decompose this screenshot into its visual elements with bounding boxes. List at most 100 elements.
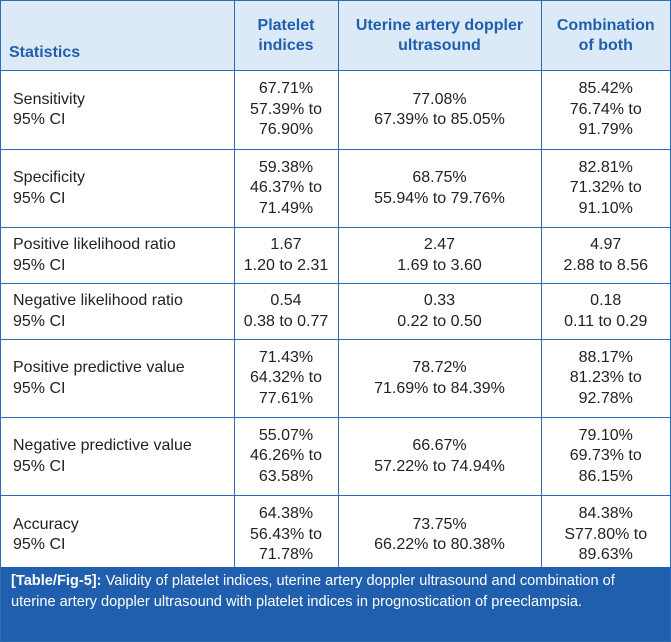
platelet-value-line: 71.43% [258, 348, 314, 366]
doppler-value-line: 77.08% [412, 90, 467, 108]
platelet-value-line: 64.38% [258, 505, 314, 523]
row-label-cell: Specificity 95% CI [1, 149, 235, 228]
platelet-value-cell: 64.38% 56.43% to 71.78% [234, 495, 339, 575]
combo-value-line: 71.32% to [569, 179, 642, 197]
combo-value-cell: 82.81% 71.32% to 91.10% [541, 149, 670, 228]
doppler-value-line: 67.39% to 85.05% [374, 111, 505, 128]
row-sublabel: 95% CI [13, 536, 66, 553]
doppler-value-line: 68.75% [412, 169, 467, 186]
row-label: Specificity [13, 169, 86, 186]
combo-value-line: 85.42% [578, 80, 633, 98]
doppler-value-cell: 78.72% 71.69% to 84.39% [338, 339, 542, 418]
combo-value-cell: 88.17% 81.23% to 92.78% [541, 339, 670, 418]
platelet-value-line: 1.20 to 2.31 [243, 256, 329, 274]
header-statistics: Statistics [1, 1, 235, 71]
table-row: Positive predictive value 95% CI 71.43% 64.… [1, 339, 670, 418]
platelet-value-cell: 55.07% 46.26% to 63.58% [234, 417, 339, 496]
row-label-cell: Positive predictive value 95% CI [1, 339, 235, 418]
doppler-value-line: 78.72% [412, 359, 467, 376]
combo-value-line: 81.23% to [569, 369, 642, 387]
combo-value-cell: 4.97 2.88 to 8.56 [541, 227, 670, 284]
statistics-table: Statistics Platelet indices Uterine arte… [1, 1, 670, 575]
platelet-value-line: 46.37% to [249, 179, 323, 197]
doppler-value-line: 57.22% to 74.94% [374, 457, 505, 475]
platelet-value-line: 55.07% [258, 426, 314, 444]
combo-value-cell: 0.18 0.11 to 0.29 [541, 283, 670, 340]
row-label: Negative predictive value [13, 437, 192, 454]
row-label: Negative likelihood ratio [13, 292, 183, 309]
platelet-value-line: 77.61% [258, 389, 314, 407]
combo-value-line: 76.74% to [569, 100, 642, 118]
caption-tag: [Table/Fig-5]: [11, 573, 102, 589]
combo-value-line: 89.63% [578, 546, 633, 564]
doppler-value-line: 66.22% to 80.38% [374, 536, 505, 553]
platelet-value-cell: 71.43% 64.32% to 77.61% [234, 339, 339, 418]
row-label: Accuracy [13, 515, 79, 533]
platelet-value-cell: 67.71% 57.39% to 76.90% [234, 70, 339, 150]
platelet-value-line: 0.38 to 0.77 [243, 312, 329, 330]
combo-value-line: 2.88 to 8.56 [563, 256, 648, 274]
combo-value-line: 69.73% to [569, 447, 642, 465]
row-label: Positive predictive value [13, 359, 185, 376]
platelet-value-cell: 0.54 0.38 to 0.77 [234, 283, 339, 340]
row-sublabel: 95% CI [13, 111, 66, 128]
combo-value-line: 84.38% [578, 505, 633, 523]
combo-value-line: 79.10% [578, 426, 633, 444]
platelet-value-line: 63.58% [258, 467, 314, 485]
doppler-value-line: 0.33 [423, 292, 456, 309]
combo-value-cell: 85.42% 76.74% to 91.79% [541, 70, 670, 150]
row-sublabel: 95% CI [13, 312, 66, 330]
combo-value-line: 4.97 [590, 236, 622, 253]
table-row: Accuracy 95% CI 64.38% 56.43% to 71.78% 73.75… [1, 495, 670, 575]
platelet-value-line: 67.71% [258, 80, 314, 98]
table-row: Specificity 95% CI 59.38% 46.37% to 71.49% 68… [1, 149, 670, 228]
table-row: Negative predictive value 95% CI 55.07% 46.… [1, 417, 670, 496]
table-row: Negative likelihood ratio 95% CI 0.54 0.38 … [1, 283, 670, 340]
doppler-value-cell: 77.08% 67.39% to 85.05% [338, 70, 542, 150]
platelet-value-line: 1.67 [270, 236, 302, 253]
combo-value-line: 0.11 to 0.29 [564, 312, 648, 330]
doppler-value-line: 0.22 to 0.50 [397, 312, 482, 330]
doppler-value-line: 66.67% [412, 437, 467, 454]
combo-value-line: 82.81% [578, 158, 633, 176]
doppler-value-line: 1.69 to 3.60 [397, 256, 482, 274]
combo-value-line: 92.78% [578, 389, 633, 407]
row-sublabel: 95% CI [13, 256, 66, 274]
combo-value-cell: 79.10% 69.73% to 86.15% [541, 417, 670, 496]
header-platelet-indices: Platelet indices [234, 1, 339, 71]
combo-value-line: 0.18 [590, 292, 622, 309]
row-label-cell: Negative likelihood ratio 95% CI [1, 283, 235, 340]
doppler-value-cell: 73.75% 66.22% to 80.38% [338, 495, 542, 575]
platelet-value-line: 71.78% [258, 546, 314, 564]
platelet-value-line: 46.26% to [249, 447, 323, 465]
platelet-value-line: 64.32% to [249, 369, 323, 387]
doppler-value-line: 71.69% to 84.39% [374, 379, 505, 397]
combo-value-line: S77.80% to [564, 525, 648, 543]
platelet-value-line: 59.38% [258, 158, 314, 176]
row-sublabel: 95% CI [13, 189, 66, 207]
doppler-value-cell: 66.67% 57.22% to 74.94% [338, 417, 542, 496]
row-label-cell: Accuracy 95% CI [1, 495, 235, 575]
combo-value-line: 91.10% [578, 199, 633, 217]
header-uterine-artery-doppler: Uterine artery doppler ultrasound [338, 1, 542, 71]
header-combination: Combination of both [541, 1, 670, 71]
doppler-value-cell: 68.75% 55.94% to 79.76% [338, 149, 542, 228]
doppler-value-line: 55.94% to 79.76% [374, 189, 505, 207]
platelet-value-line: 56.43% to [249, 525, 323, 543]
row-label-cell: Negative predictive value 95% CI [1, 417, 235, 496]
platelet-value-cell: 1.67 1.20 to 2.31 [234, 227, 339, 284]
combo-value-line: 88.17% [578, 348, 633, 366]
platelet-value-line: 76.90% [258, 121, 314, 139]
doppler-value-line: 73.75% [412, 515, 467, 533]
row-label-cell: Sensitivity 95% CI [1, 70, 235, 150]
doppler-value-line: 2.47 [423, 236, 456, 253]
combo-value-line: 91.79% [578, 121, 633, 139]
header-row: Statistics Platelet indices Uterine arte… [1, 1, 670, 71]
doppler-value-cell: 0.33 0.22 to 0.50 [338, 283, 542, 340]
caption-text: Validity of platelet indices, uterine ar… [11, 573, 615, 610]
row-sublabel: 95% CI [13, 379, 66, 397]
platelet-value-line: 0.54 [270, 292, 302, 309]
table-row: Sensitivity 95% CI 67.71% 57.39% to 76.90% 77… [1, 70, 670, 150]
row-label-cell: Positive likelihood ratio 95% CI [1, 227, 235, 284]
